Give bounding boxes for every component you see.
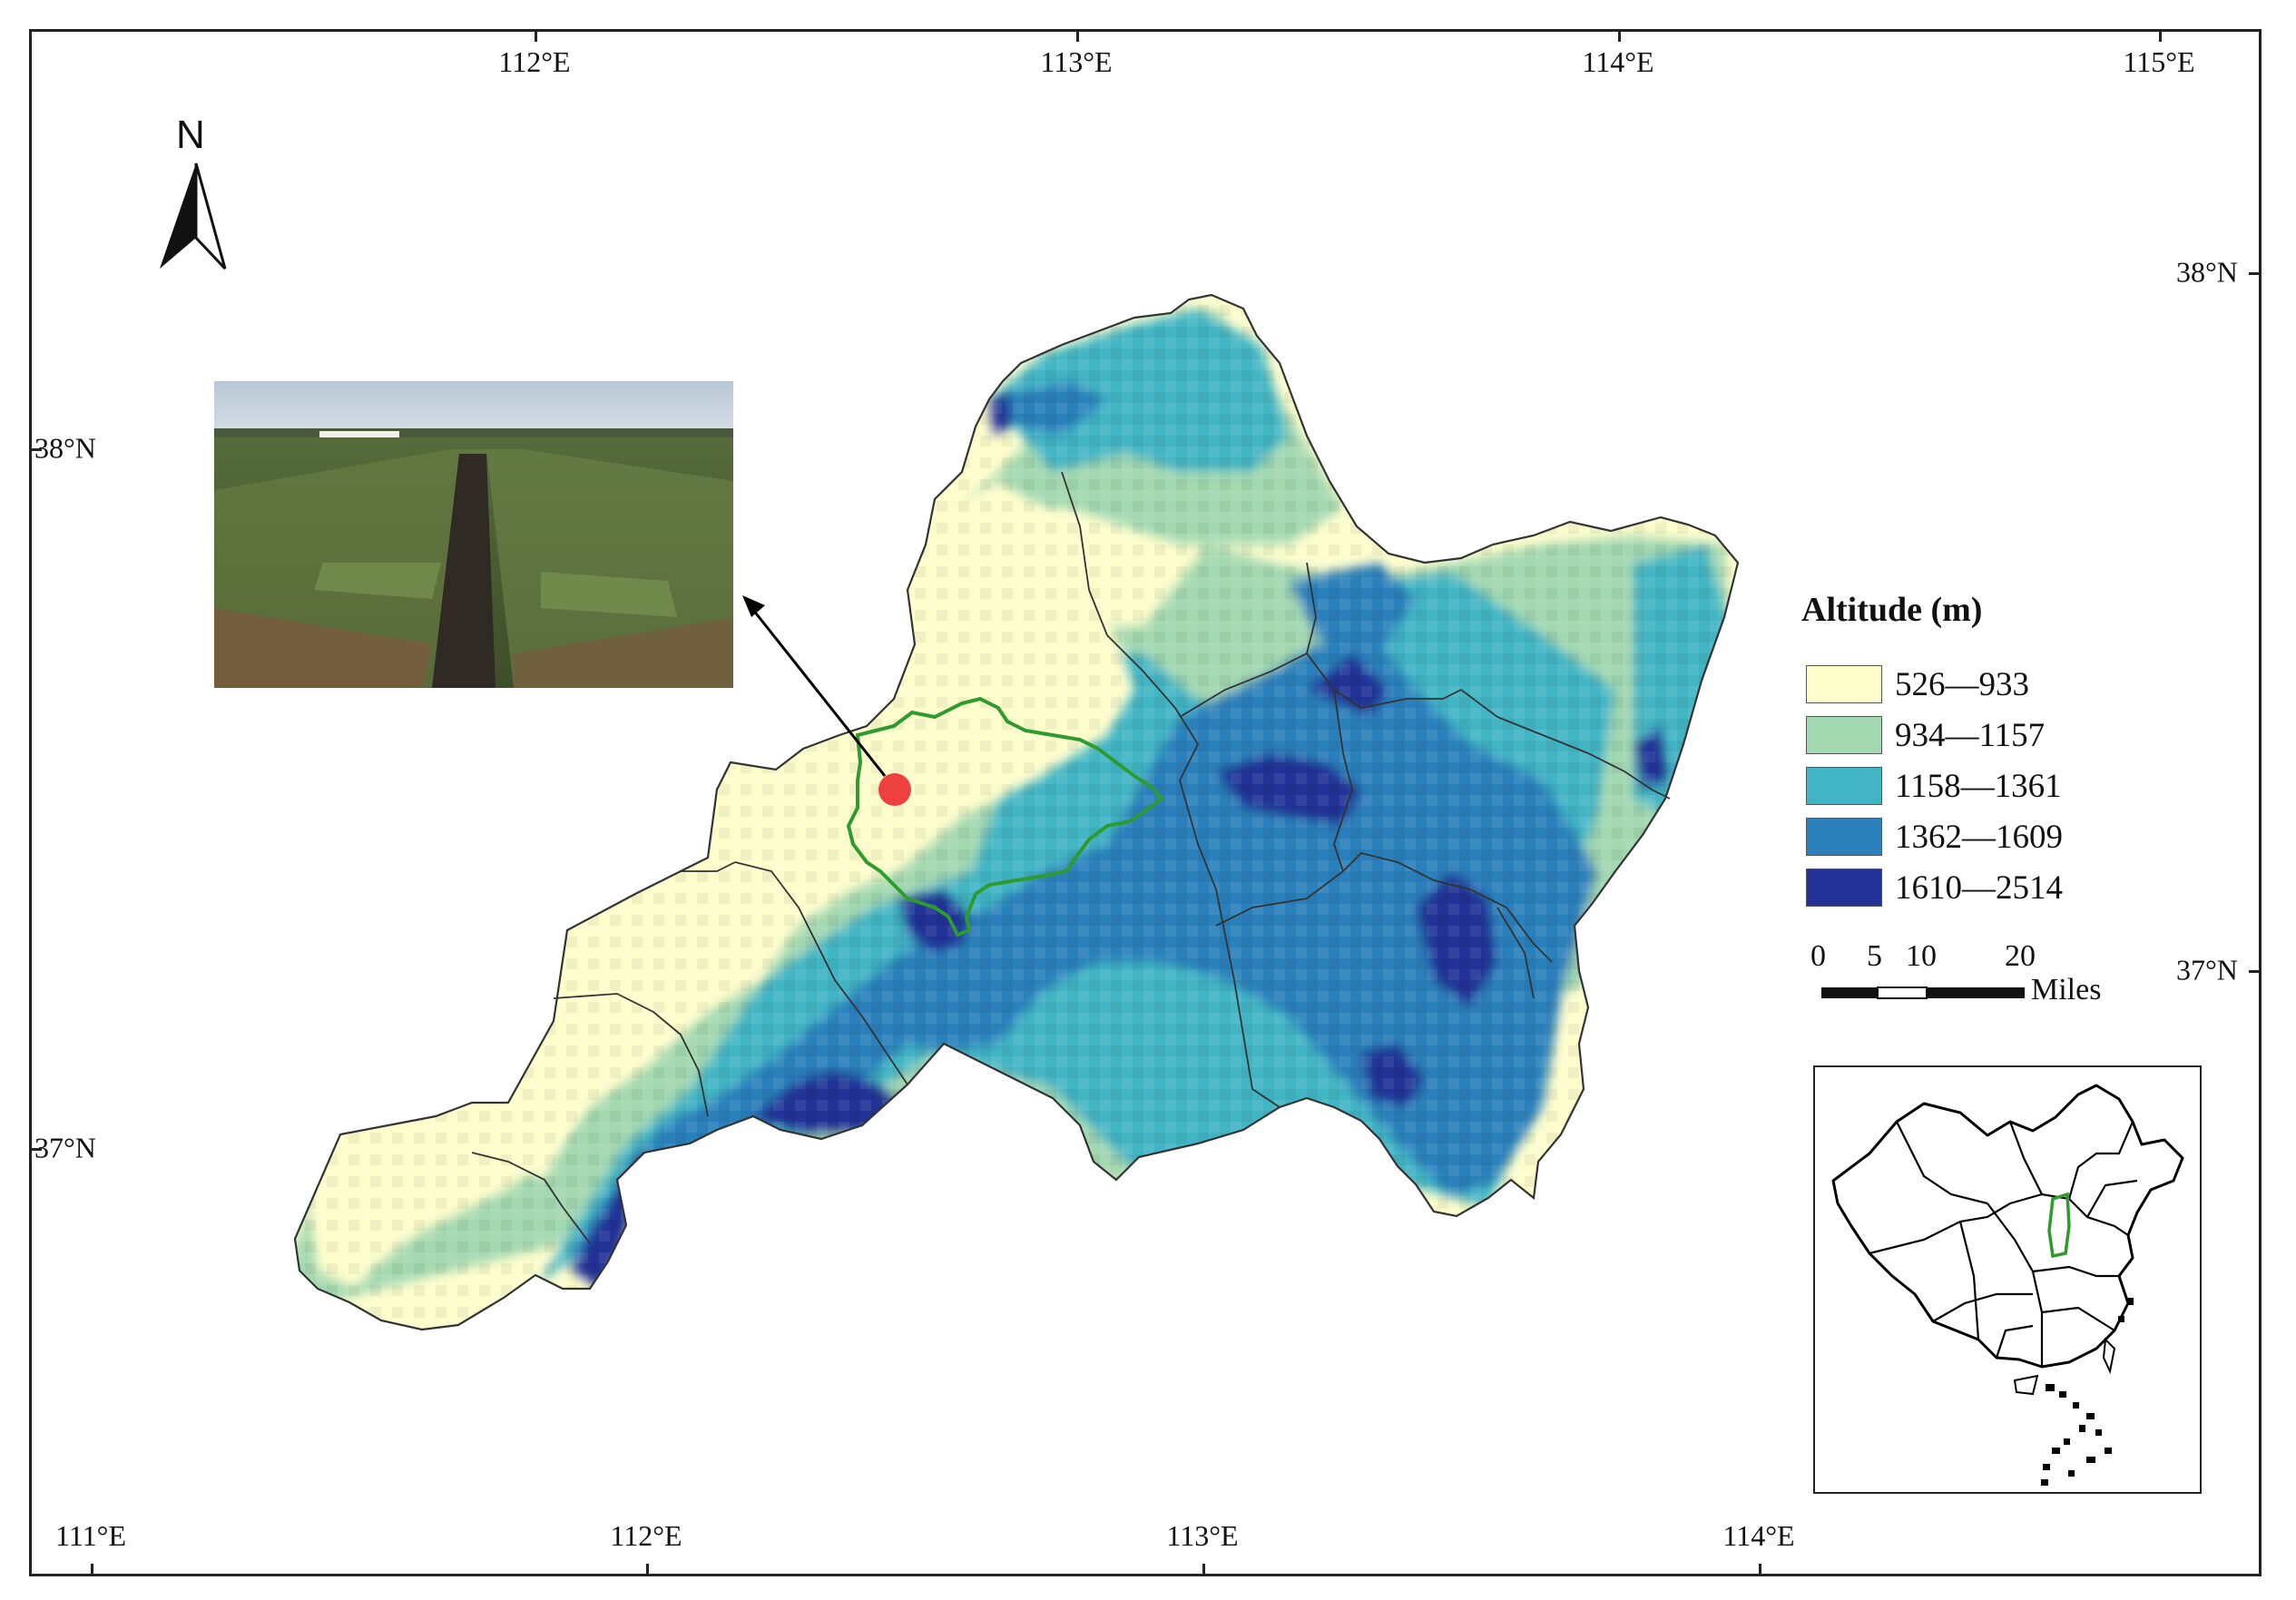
tick-mark (91, 1564, 93, 1576)
scale-unit-label: Miles (2031, 973, 2102, 1006)
lon-label-bottom-114: 114°E (1722, 1519, 1795, 1552)
scale-bar (1821, 987, 2025, 999)
lon-label-bottom-112: 112°E (610, 1519, 682, 1552)
tick-mark (2159, 29, 2162, 42)
tick-mark (1202, 1564, 1205, 1576)
tick-mark (29, 1148, 42, 1151)
legend-label: 1158—1361 (1895, 768, 2062, 805)
lon-label-top-115: 115°E (2123, 45, 2195, 78)
lon-label-top-113: 113°E (1040, 45, 1113, 78)
lat-label-left-37: 37°N (34, 1131, 96, 1164)
sample-site-marker (878, 773, 911, 806)
north-label: N (176, 113, 205, 157)
lat-label-right-38: 38°N (2176, 255, 2238, 289)
tick-mark (2249, 272, 2262, 275)
north-arrow-icon (160, 162, 227, 270)
tick-mark (1076, 29, 1079, 42)
inset-study-province (2047, 1192, 2071, 1259)
legend-swatch (1806, 818, 1882, 856)
china-locator-map-icon (1831, 1084, 2184, 1486)
legend-swatch (1806, 767, 1882, 805)
legend-label: 934—1157 (1895, 717, 2046, 754)
tick-mark (1759, 1564, 1761, 1576)
legend-swatch (1806, 716, 1882, 754)
tick-mark (646, 1564, 649, 1576)
lon-label-top-114: 114°E (1582, 45, 1654, 78)
tick-mark (1618, 29, 1621, 42)
legend-title: Altitude (m) (1801, 591, 1983, 629)
scale-tick-label: 10 (1906, 939, 1937, 973)
lat-label-right-37: 37°N (2176, 953, 2238, 987)
scale-tick-label: 20 (2005, 939, 2036, 973)
legend-swatch (1806, 869, 1882, 907)
field-site-photo-icon (214, 381, 733, 688)
legend-swatch (1806, 665, 1882, 703)
lat-label-left-38: 38°N (34, 431, 96, 465)
scale-tick-label: 5 (1867, 939, 1882, 973)
inset-locator-map (1813, 1065, 2202, 1494)
tick-mark (2249, 970, 2262, 973)
lon-label-bottom-111: 111°E (55, 1519, 126, 1552)
tick-mark (29, 448, 42, 451)
callout-arrow (742, 595, 887, 777)
scale-tick-label: 0 (1810, 939, 1826, 973)
legend-label: 1610—2514 (1895, 869, 2063, 907)
tick-mark (535, 29, 537, 42)
legend-label: 526—933 (1895, 666, 2029, 703)
lon-label-top-112: 112°E (498, 45, 571, 78)
county-boundaries (471, 471, 1671, 1244)
lon-label-bottom-113: 113°E (1166, 1519, 1239, 1552)
legend-label: 1362—1609 (1895, 819, 2063, 856)
study-area-outline (846, 696, 1164, 937)
